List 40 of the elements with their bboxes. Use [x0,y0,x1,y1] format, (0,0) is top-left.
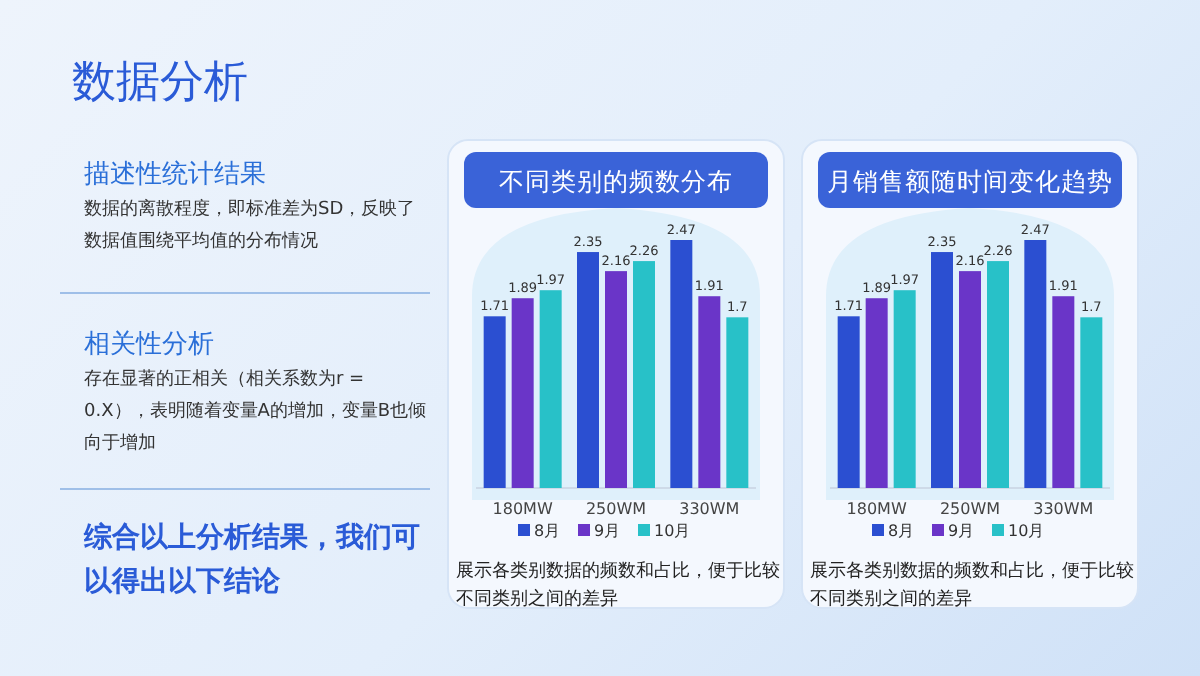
bar [605,271,627,488]
text: 存在显著的正相关（相关系数为r = 0.X），表明随着变量A的增加，变量B也倾向于增加 [84,367,428,458]
text: 展示各类别数据的频数和占比，便于比较不同类别之间的差异 [810,559,1134,614]
text: 综合以上分析结果，我们可以得出以下结论 [84,520,422,602]
text: 数据的离散程度，即标准差为SD，反映了数据值围绕平均值的分布情况 [84,197,418,256]
bar [837,316,860,488]
bar [698,296,721,488]
legend-label: 8月 [888,522,915,540]
text: 数据分析 [72,56,248,112]
legend-label: 8月 [534,522,561,540]
text: 展示各类别数据的频数和占比，便于比较不同类别之间的差异 [456,559,780,614]
bar [865,298,888,488]
bar [1024,240,1047,488]
x-tick-label: 330WM [1033,500,1094,518]
text: 相关性分析 [84,328,216,362]
bar [893,290,916,488]
bar [1080,317,1103,488]
x-tick-label: 250WM [585,500,647,518]
bar [726,317,749,488]
x-tick-label: 250WM [939,500,1001,518]
bar [633,261,655,488]
x-tick-label: 180MW [846,500,907,518]
chart-title: 不同类别的频数分布 [499,166,733,196]
bar [987,261,1009,488]
bar [511,298,534,488]
bar [577,252,599,488]
bar [539,290,562,488]
bar [1052,296,1075,488]
bar [959,271,981,488]
legend-label: 10月 [654,522,691,540]
chart-title: 月销售额随时间变化趋势 [827,166,1113,196]
legend-label: 10月 [1008,522,1045,540]
bar [931,252,953,488]
x-tick-label: 330WM [679,500,740,518]
bar [483,316,506,488]
text: 描述性统计结果 [84,158,268,192]
legend-label: 9月 [594,522,621,540]
legend-label: 9月 [948,522,975,540]
x-tick-label: 180MW [492,500,553,518]
bar [670,240,693,488]
